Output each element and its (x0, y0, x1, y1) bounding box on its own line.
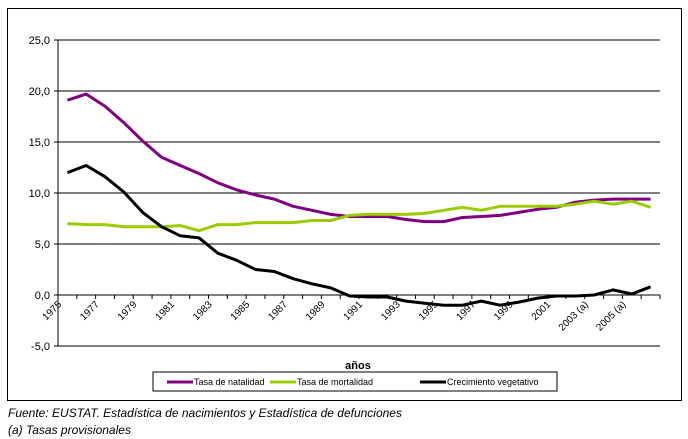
x-tick-label: 2005 (a) (594, 299, 628, 333)
y-tick-label: -5,0 (31, 341, 50, 353)
legend-label: Tasa de mortalidad (297, 377, 373, 387)
x-tick-label: 1991 (342, 299, 366, 323)
x-tick-label: 1993 (379, 299, 403, 323)
legend-box (152, 371, 558, 392)
y-tick-label: 15,0 (29, 137, 50, 149)
x-tick-label: 1981 (153, 299, 177, 323)
x-tick-label: 1979 (116, 299, 140, 323)
provisional-note: (a) Tasas provisionales (8, 423, 131, 437)
x-tick-label: 1987 (266, 299, 290, 323)
series-line-0 (66, 92, 651, 224)
y-tick-label: 0,0 (35, 290, 50, 302)
series-line-1 (67, 199, 652, 233)
y-tick-label: 5,0 (35, 239, 50, 251)
source-note: Fuente: EUSTAT. Estadística de nacimient… (8, 406, 402, 420)
y-tick-label: 25,0 (29, 35, 50, 47)
x-axis-label: años (345, 360, 371, 372)
series-line-2 (66, 164, 652, 307)
legend-label: Tasa de natalidad (194, 377, 265, 387)
x-tick-label: 2001 (530, 299, 554, 323)
x-tick-label: 2003 (a) (557, 299, 591, 333)
x-tick-label: 1975 (41, 299, 65, 323)
y-tick-label: 20,0 (29, 86, 50, 98)
legend-label: Crecimiento vegetativo (447, 377, 539, 387)
x-tick-label: 1985 (229, 299, 253, 323)
x-tick-label: 1983 (191, 299, 215, 323)
chart-frame (7, 8, 682, 401)
x-tick-label: 1977 (78, 299, 102, 323)
x-tick-label: 1989 (304, 299, 328, 323)
y-tick-label: 10,0 (29, 188, 50, 200)
